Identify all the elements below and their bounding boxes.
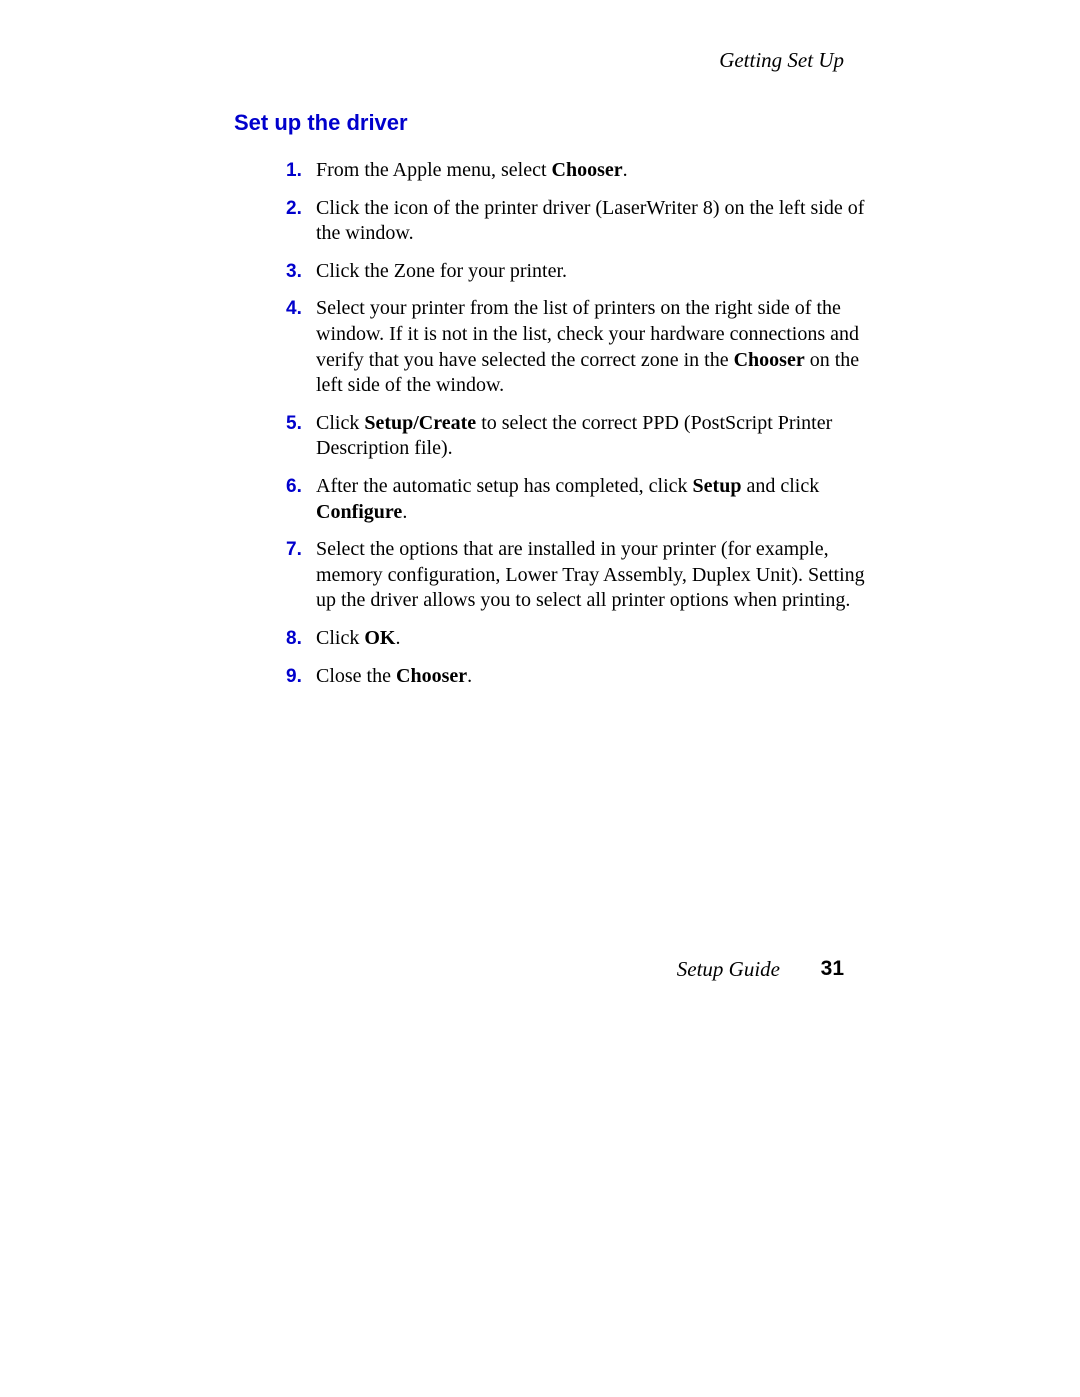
section-title: Set up the driver [234, 110, 408, 136]
text-run: and click [741, 475, 819, 497]
running-header: Getting Set Up [719, 48, 844, 73]
text-run: Select the options that are installed in… [316, 538, 865, 611]
text-run: Close the [316, 665, 396, 687]
steps-list: 1.From the Apple menu, select Chooser.2.… [246, 158, 888, 701]
step-item: 9.Close the Chooser. [286, 664, 888, 690]
text-run: . [623, 159, 628, 181]
bold-text: OK [364, 627, 395, 649]
step-number: 4. [286, 296, 316, 321]
step-number: 7. [286, 537, 316, 562]
step-item: 7.Select the options that are installed … [286, 537, 888, 614]
step-body: Click the icon of the printer driver (La… [316, 196, 888, 247]
text-run: . [467, 665, 472, 687]
text-run: Click [316, 627, 364, 649]
step-number: 1. [286, 158, 316, 183]
step-item: 1.From the Apple menu, select Chooser. [286, 158, 888, 184]
bold-text: Setup [693, 475, 742, 497]
step-body: Select the options that are installed in… [316, 537, 888, 614]
bold-text: Chooser [734, 349, 805, 371]
step-item: 2.Click the icon of the printer driver (… [286, 196, 888, 247]
step-body: Select your printer from the list of pri… [316, 296, 888, 398]
step-item: 8.Click OK. [286, 626, 888, 652]
text-run: Click the icon of the printer driver (La… [316, 197, 864, 245]
step-item: 4.Select your printer from the list of p… [286, 296, 888, 398]
bold-text: Configure [316, 501, 402, 523]
step-number: 6. [286, 474, 316, 499]
page: Getting Set Up Set up the driver 1.From … [0, 0, 1080, 1397]
step-number: 2. [286, 196, 316, 221]
text-run: . [402, 501, 407, 523]
step-number: 8. [286, 626, 316, 651]
text-run: After the automatic setup has completed,… [316, 475, 693, 497]
step-item: 3.Click the Zone for your printer. [286, 259, 888, 285]
step-body: Click the Zone for your printer. [316, 259, 888, 285]
step-number: 3. [286, 259, 316, 284]
text-run: Click [316, 412, 364, 434]
step-body: Click OK. [316, 626, 888, 652]
text-run: From the Apple menu, select [316, 159, 552, 181]
step-item: 5.Click Setup/Create to select the corre… [286, 411, 888, 462]
step-body: From the Apple menu, select Chooser. [316, 158, 888, 184]
bold-text: Chooser [552, 159, 623, 181]
footer-guide-label: Setup Guide [677, 957, 780, 982]
step-body: Click Setup/Create to select the correct… [316, 411, 888, 462]
text-run: . [395, 627, 400, 649]
step-body: After the automatic setup has completed,… [316, 474, 888, 525]
bold-text: Setup/Create [364, 412, 476, 434]
step-number: 9. [286, 664, 316, 689]
text-run: Click the Zone for your printer. [316, 260, 567, 282]
footer-page-number: 31 [821, 957, 844, 981]
step-item: 6.After the automatic setup has complete… [286, 474, 888, 525]
step-number: 5. [286, 411, 316, 436]
bold-text: Chooser [396, 665, 467, 687]
step-body: Close the Chooser. [316, 664, 888, 690]
